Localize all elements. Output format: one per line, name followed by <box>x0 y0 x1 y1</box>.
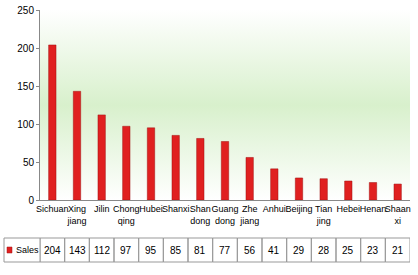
svg-text:0: 0 <box>28 195 34 206</box>
svg-text:95: 95 <box>145 245 157 256</box>
svg-text:28: 28 <box>318 245 330 256</box>
svg-text:50: 50 <box>23 157 35 168</box>
svg-text:Jilin: Jilin <box>94 204 110 214</box>
svg-text:56: 56 <box>244 245 256 256</box>
svg-text:Guangdong: Guangdong <box>211 204 238 226</box>
svg-text:Anhui: Anhui <box>263 204 286 214</box>
svg-text:Tianjing: Tianjing <box>315 204 332 226</box>
svg-text:Hubei: Hubei <box>139 204 163 214</box>
svg-text:Shanxi: Shanxi <box>162 204 190 214</box>
svg-text:81: 81 <box>194 245 206 256</box>
svg-text:29: 29 <box>293 245 305 256</box>
svg-text:77: 77 <box>219 245 231 256</box>
svg-text:21: 21 <box>392 245 404 256</box>
svg-text:150: 150 <box>17 81 34 92</box>
svg-text:Sichuan: Sichuan <box>36 204 69 214</box>
svg-text:112: 112 <box>94 245 110 256</box>
svg-text:250: 250 <box>17 5 34 16</box>
svg-text:Xingjiang: Xingjiang <box>66 204 86 226</box>
svg-text:97: 97 <box>120 245 132 256</box>
svg-text:200: 200 <box>17 43 34 54</box>
svg-text:41: 41 <box>268 245 280 256</box>
svg-text:Shaanxi: Shaanxi <box>385 204 411 226</box>
svg-text:143: 143 <box>69 245 86 256</box>
svg-text:Henan: Henan <box>360 204 387 214</box>
svg-text:Beijing: Beijing <box>285 204 312 214</box>
svg-text:Hebei: Hebei <box>337 204 361 214</box>
svg-text:100: 100 <box>17 119 34 130</box>
svg-text:204: 204 <box>44 245 61 256</box>
svg-text:Chongqing: Chongqing <box>113 204 140 226</box>
svg-text:Shandong: Shandong <box>190 204 211 226</box>
svg-text:Sales: Sales <box>16 245 39 255</box>
svg-text:85: 85 <box>170 245 182 256</box>
svg-text:25: 25 <box>342 245 354 256</box>
svg-text:23: 23 <box>367 245 379 256</box>
svg-text:Zhejiang: Zhejiang <box>239 204 259 226</box>
